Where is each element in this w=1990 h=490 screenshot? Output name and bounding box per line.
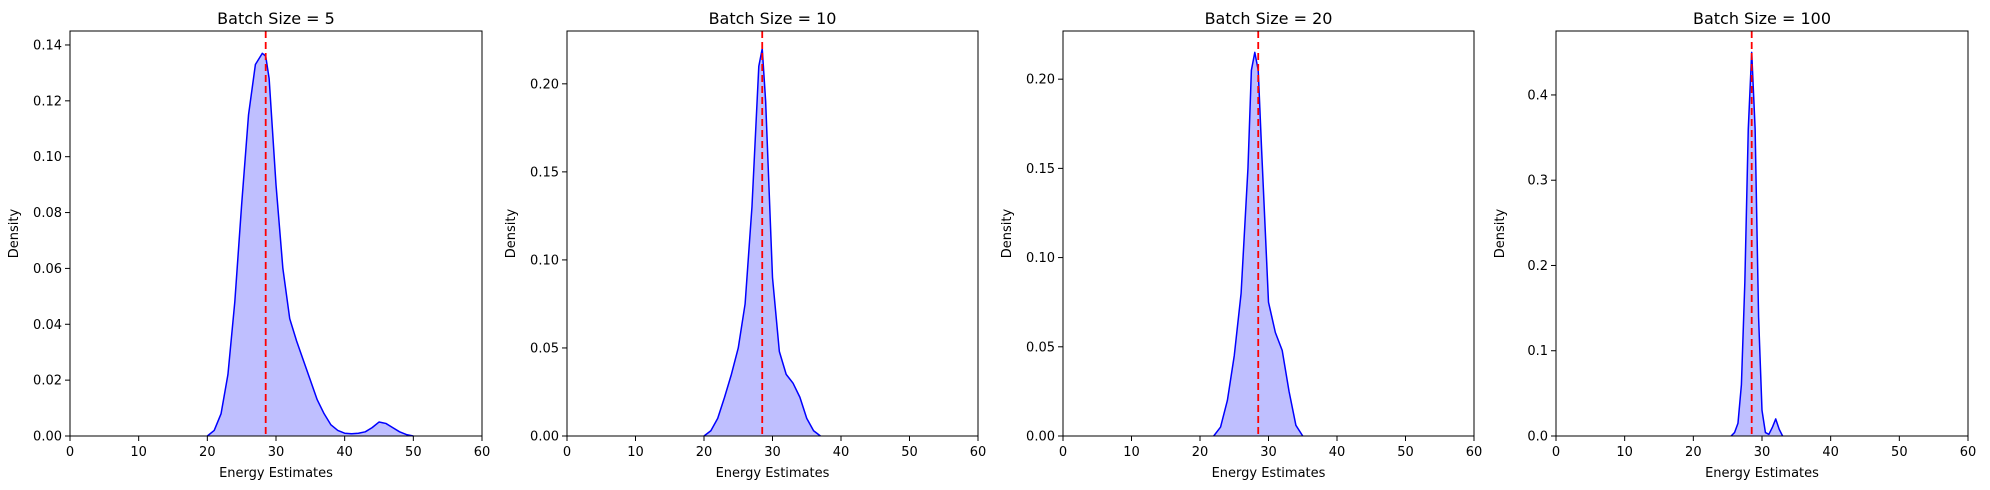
- x-tick-label: 0: [66, 445, 74, 460]
- x-tick-label: 10: [1616, 445, 1633, 460]
- x-tick-label: 60: [1960, 445, 1977, 460]
- y-axis-label: Density: [1493, 208, 1508, 258]
- y-tick-label: 0.10: [530, 253, 559, 268]
- y-tick-label: 0.2: [1527, 259, 1548, 274]
- y-tick-label: 0.14: [33, 38, 62, 53]
- density-line-1: [206, 52, 414, 437]
- chart-panel-4: 0 10 20 30 40 50 60 0.0 0.1 0.2 0.3 0.4 Batch Size =…: [1493, 9, 1976, 481]
- x-tick-label: 30: [1754, 445, 1771, 460]
- density-line-1: [1730, 51, 1784, 437]
- y-tick-label: 0.02: [33, 374, 62, 389]
- x-tick-label: 60: [1466, 445, 1483, 460]
- chart-title: Batch Size = 10: [709, 9, 837, 28]
- chart-title: Batch Size = 20: [1205, 9, 1333, 28]
- y-tick-label: 0.06: [33, 262, 62, 277]
- y-tick-label: 0.20: [1026, 73, 1055, 88]
- x-axis-label: Energy Estimates: [219, 466, 333, 481]
- y-tick-label: 0.0: [1527, 430, 1548, 445]
- x-tick-label: 40: [1329, 445, 1346, 460]
- y-tick-label: 0.08: [33, 206, 62, 221]
- y-axis-label: Density: [1000, 208, 1015, 258]
- y-tick-label: 0.05: [1026, 340, 1055, 355]
- x-tick-label: 30: [764, 445, 781, 460]
- y-tick-label: 0.15: [1026, 162, 1055, 177]
- x-tick-label: 50: [1397, 445, 1414, 460]
- x-tick-label: 10: [130, 445, 147, 460]
- plot-frame: [1555, 30, 1969, 437]
- chart-panel-2: 0 10 20 30 40 50 60 0.00 0.05 0.10 0.15 0.20 Batch S…: [504, 9, 986, 481]
- x-tick-label: 0: [1552, 445, 1560, 460]
- y-tick-label: 0.00: [33, 430, 62, 445]
- x-tick-label: 40: [1822, 445, 1839, 460]
- x-tick-label: 0: [563, 445, 571, 460]
- y-tick-label: 0.15: [530, 165, 559, 180]
- x-tick-label: 40: [336, 445, 353, 460]
- density-line-1: [1213, 51, 1304, 437]
- y-tick-label: 0.20: [530, 77, 559, 92]
- y-axis-label: Density: [7, 208, 22, 258]
- x-tick-label: 30: [1260, 445, 1277, 460]
- x-tick-label: 50: [405, 445, 422, 460]
- x-tick-label: 20: [1685, 445, 1702, 460]
- x-tick-label: 20: [1192, 445, 1209, 460]
- x-tick-label: 10: [627, 445, 644, 460]
- x-tick-label: 20: [199, 445, 216, 460]
- chart-title: Batch Size = 100: [1693, 9, 1831, 28]
- x-tick-label: 20: [696, 445, 713, 460]
- y-tick-label: 0.3: [1527, 174, 1548, 189]
- y-tick-label: 0.05: [530, 341, 559, 356]
- y-tick-label: 0.04: [33, 318, 62, 333]
- x-tick-label: 50: [901, 445, 918, 460]
- y-tick-label: 0.4: [1527, 88, 1548, 103]
- x-tick-label: 40: [833, 445, 850, 460]
- density-area-1: [207, 53, 414, 437]
- x-tick-label: 60: [970, 445, 987, 460]
- chart-title: Batch Size = 5: [217, 9, 335, 28]
- x-tick-label: 0: [1059, 445, 1067, 460]
- x-axis-label: Energy Estimates: [1212, 466, 1326, 481]
- chart-panel-3: 0 10 20 30 40 50 60 0.00 0.05 0.10 0.15 0.20 Batch S…: [1000, 9, 1482, 481]
- y-tick-label: 0.12: [33, 94, 62, 109]
- y-tick-label: 0.10: [1026, 251, 1055, 266]
- x-tick-label: 30: [268, 445, 285, 460]
- y-tick-label: 0.00: [530, 430, 559, 445]
- y-axis-label: Density: [504, 208, 519, 258]
- x-axis-label: Energy Estimates: [716, 466, 830, 481]
- x-tick-label: 60: [474, 445, 491, 460]
- x-tick-label: 10: [1123, 445, 1140, 460]
- y-tick-label: 0.10: [33, 150, 62, 165]
- y-tick-label: 0.00: [1026, 430, 1055, 445]
- y-tick-label: 0.1: [1527, 344, 1548, 359]
- chart-panel-1: 0 10 20 30 40 50 60 0.00 0.02 0.04 0.06 0.08 0.10 0.1…: [7, 9, 490, 481]
- x-tick-label: 50: [1891, 445, 1908, 460]
- x-axis-label: Energy Estimates: [1705, 466, 1819, 481]
